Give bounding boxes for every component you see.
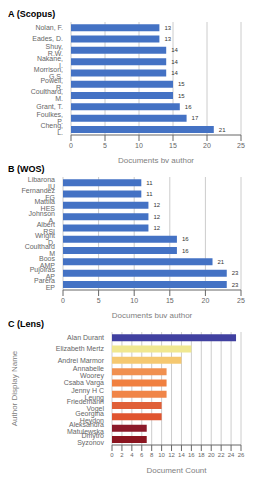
svg-text:15: 15 bbox=[178, 93, 185, 99]
svg-text:18: 18 bbox=[198, 452, 205, 458]
svg-text:15: 15 bbox=[166, 297, 174, 304]
svg-text:16: 16 bbox=[185, 104, 192, 110]
svg-text:Andrei Marmor: Andrei Marmor bbox=[58, 357, 105, 364]
svg-text:15: 15 bbox=[178, 81, 185, 87]
svg-text:13: 13 bbox=[164, 25, 171, 31]
svg-text:22: 22 bbox=[218, 452, 225, 458]
svg-text:Eades, D.: Eades, D. bbox=[32, 35, 63, 42]
svg-text:16: 16 bbox=[182, 248, 189, 254]
svg-text:15: 15 bbox=[169, 142, 177, 149]
svg-text:Nolan, F.: Nolan, F. bbox=[35, 24, 63, 31]
svg-text:8: 8 bbox=[150, 452, 154, 458]
svg-text:0: 0 bbox=[61, 297, 65, 304]
svg-text:0: 0 bbox=[69, 142, 73, 149]
svg-text:10: 10 bbox=[130, 297, 138, 304]
svg-text:Alan Durant: Alan Durant bbox=[67, 334, 104, 341]
svg-text:12: 12 bbox=[168, 452, 175, 458]
svg-text:Document Count: Document Count bbox=[146, 466, 207, 473]
svg-text:20: 20 bbox=[203, 142, 211, 149]
svg-text:25: 25 bbox=[237, 297, 245, 304]
svg-text:Coulthard,M.: Coulthard,M. bbox=[31, 88, 63, 102]
svg-text:23: 23 bbox=[232, 282, 239, 288]
svg-text:Author Display Name: Author Display Name bbox=[10, 350, 19, 426]
svg-text:Grant, T.: Grant, T. bbox=[36, 103, 63, 110]
svg-text:DmytroSyzonov: DmytroSyzonov bbox=[77, 432, 104, 447]
svg-text:Documents by author: Documents by author bbox=[118, 156, 194, 163]
svg-text:14: 14 bbox=[178, 452, 185, 458]
svg-text:21: 21 bbox=[218, 259, 225, 265]
svg-text:PareraEP: PareraEP bbox=[34, 277, 55, 291]
svg-text:16: 16 bbox=[182, 236, 189, 242]
svg-text:4: 4 bbox=[130, 452, 134, 458]
svg-text:20: 20 bbox=[202, 297, 210, 304]
svg-text:5: 5 bbox=[97, 297, 101, 304]
svg-text:14: 14 bbox=[171, 59, 178, 65]
svg-text:11: 11 bbox=[146, 191, 153, 197]
svg-text:13: 13 bbox=[164, 36, 171, 42]
svg-text:23: 23 bbox=[232, 270, 239, 276]
svg-text:25: 25 bbox=[237, 142, 245, 149]
svg-text:16: 16 bbox=[188, 452, 195, 458]
svg-text:Cheng,L.: Cheng,L. bbox=[40, 122, 63, 136]
svg-text:12: 12 bbox=[153, 202, 160, 208]
svg-text:0: 0 bbox=[110, 452, 114, 458]
svg-text:11: 11 bbox=[146, 180, 153, 186]
svg-text:21: 21 bbox=[219, 127, 226, 133]
svg-text:Csaba Varga: Csaba Varga bbox=[64, 379, 104, 387]
svg-text:Documents buy author: Documents buy author bbox=[112, 311, 193, 318]
svg-text:10: 10 bbox=[135, 142, 143, 149]
svg-text:17: 17 bbox=[192, 115, 199, 121]
svg-text:14: 14 bbox=[171, 47, 178, 53]
svg-text:2: 2 bbox=[120, 452, 124, 458]
svg-text:12: 12 bbox=[153, 214, 160, 220]
svg-text:6: 6 bbox=[140, 452, 144, 458]
svg-text:24: 24 bbox=[228, 452, 235, 458]
svg-text:5: 5 bbox=[103, 142, 107, 149]
svg-text:12: 12 bbox=[153, 225, 160, 231]
svg-text:14: 14 bbox=[171, 70, 178, 76]
svg-text:Elizabeth Mertz: Elizabeth Mertz bbox=[56, 345, 105, 352]
svg-text:AnnabelleWoorey: AnnabelleWoorey bbox=[73, 365, 105, 380]
svg-text:26: 26 bbox=[238, 452, 245, 458]
svg-text:10: 10 bbox=[158, 452, 165, 458]
svg-text:20: 20 bbox=[208, 452, 215, 458]
